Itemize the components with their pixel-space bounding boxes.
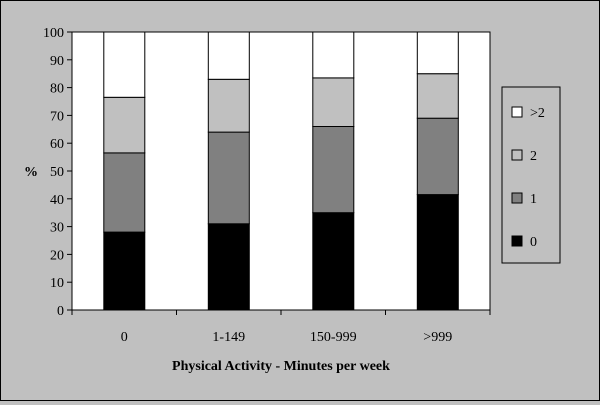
bar-segment [103, 31, 146, 98]
bar-segment [312, 77, 355, 127]
legend-swatch [511, 235, 523, 247]
bar-segment [207, 131, 250, 225]
y-tick-label: 90 [50, 54, 64, 69]
legend-label: 0 [530, 235, 537, 250]
legend-label: 1 [530, 192, 537, 207]
y-tick-label: 100 [43, 26, 64, 41]
bar-segment [207, 78, 250, 133]
bar-segment [416, 117, 459, 196]
bar-segment [312, 212, 355, 311]
y-tick-label: 0 [57, 304, 64, 319]
bar-segment [103, 96, 146, 154]
bar-segment [312, 126, 355, 214]
bar-segment [416, 73, 459, 119]
legend-label: 2 [530, 149, 537, 164]
x-tick-label: 0 [121, 330, 128, 345]
y-tick-label: 10 [50, 276, 64, 291]
x-tick-label: 150-999 [310, 330, 357, 345]
bar-segment [312, 31, 355, 79]
y-tick-label: 50 [50, 165, 64, 180]
legend-label: >2 [530, 106, 545, 121]
legend-swatch [511, 106, 523, 118]
y-axis-label: % [24, 165, 38, 180]
legend: >2 2 1 0 [501, 86, 561, 264]
bar-segment [416, 31, 459, 75]
bar-segment [416, 194, 459, 311]
bar-segment [207, 223, 250, 311]
x-axis-label: Physical Activity - Minutes per week [172, 359, 390, 374]
bar-segment [103, 152, 146, 233]
x-tick-label: 1-149 [212, 330, 245, 345]
y-tick-label: 70 [50, 109, 64, 124]
legend-swatch [511, 149, 523, 161]
y-tick-label: 60 [50, 137, 64, 152]
legend-swatch [511, 192, 523, 204]
bar-segment [207, 31, 250, 80]
y-tick-label: 20 [50, 248, 64, 263]
y-tick-label: 40 [50, 193, 64, 208]
y-tick-label: 80 [50, 82, 64, 97]
y-tick-label: 30 [50, 221, 64, 236]
x-tick-label: >999 [423, 330, 452, 345]
bar-segment [103, 231, 146, 311]
